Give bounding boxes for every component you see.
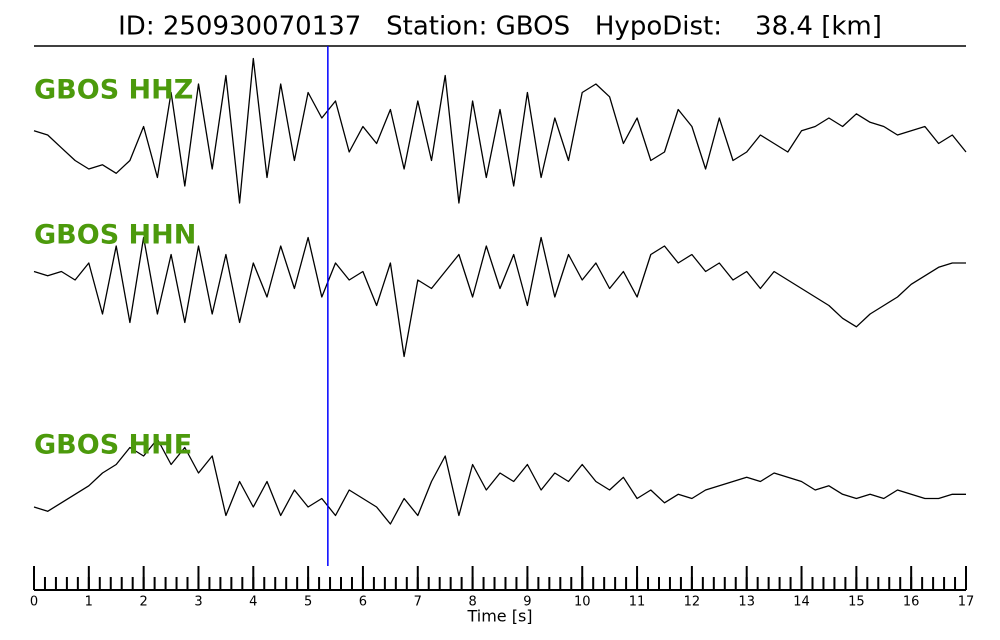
trace-label: GBOS HHZ <box>34 75 193 106</box>
x-tick-label: 15 <box>848 595 865 610</box>
x-tick-label: 4 <box>249 595 257 610</box>
x-tick-label: 0 <box>30 595 38 610</box>
x-tick-label: 14 <box>793 595 810 610</box>
trace-label: GBOS HHN <box>34 220 196 251</box>
x-tick-label: 10 <box>574 595 591 610</box>
chart-title: ID: 250930070137 Station: GBOS HypoDist:… <box>118 12 882 42</box>
x-tick-label: 13 <box>738 595 755 610</box>
x-tick-label: 11 <box>629 595 646 610</box>
trace <box>33 57 967 204</box>
x-axis-label: Time [s] <box>466 607 532 626</box>
x-tick-label: 2 <box>140 595 148 610</box>
x-tick-label: 9 <box>523 595 531 610</box>
x-tick-label: 1 <box>85 595 93 610</box>
x-tick-label: 7 <box>414 595 422 610</box>
x-tick-label: 5 <box>304 595 312 610</box>
x-tick-label: 16 <box>903 595 920 610</box>
x-tick-label: 6 <box>359 595 367 610</box>
trace <box>33 438 966 525</box>
x-tick-label: 17 <box>958 595 975 610</box>
trace <box>33 236 966 358</box>
trace-label: GBOS HHE <box>34 430 192 461</box>
x-tick-label: 8 <box>468 595 476 610</box>
x-tick-label: 3 <box>194 595 202 610</box>
x-tick-label: 12 <box>684 595 701 610</box>
